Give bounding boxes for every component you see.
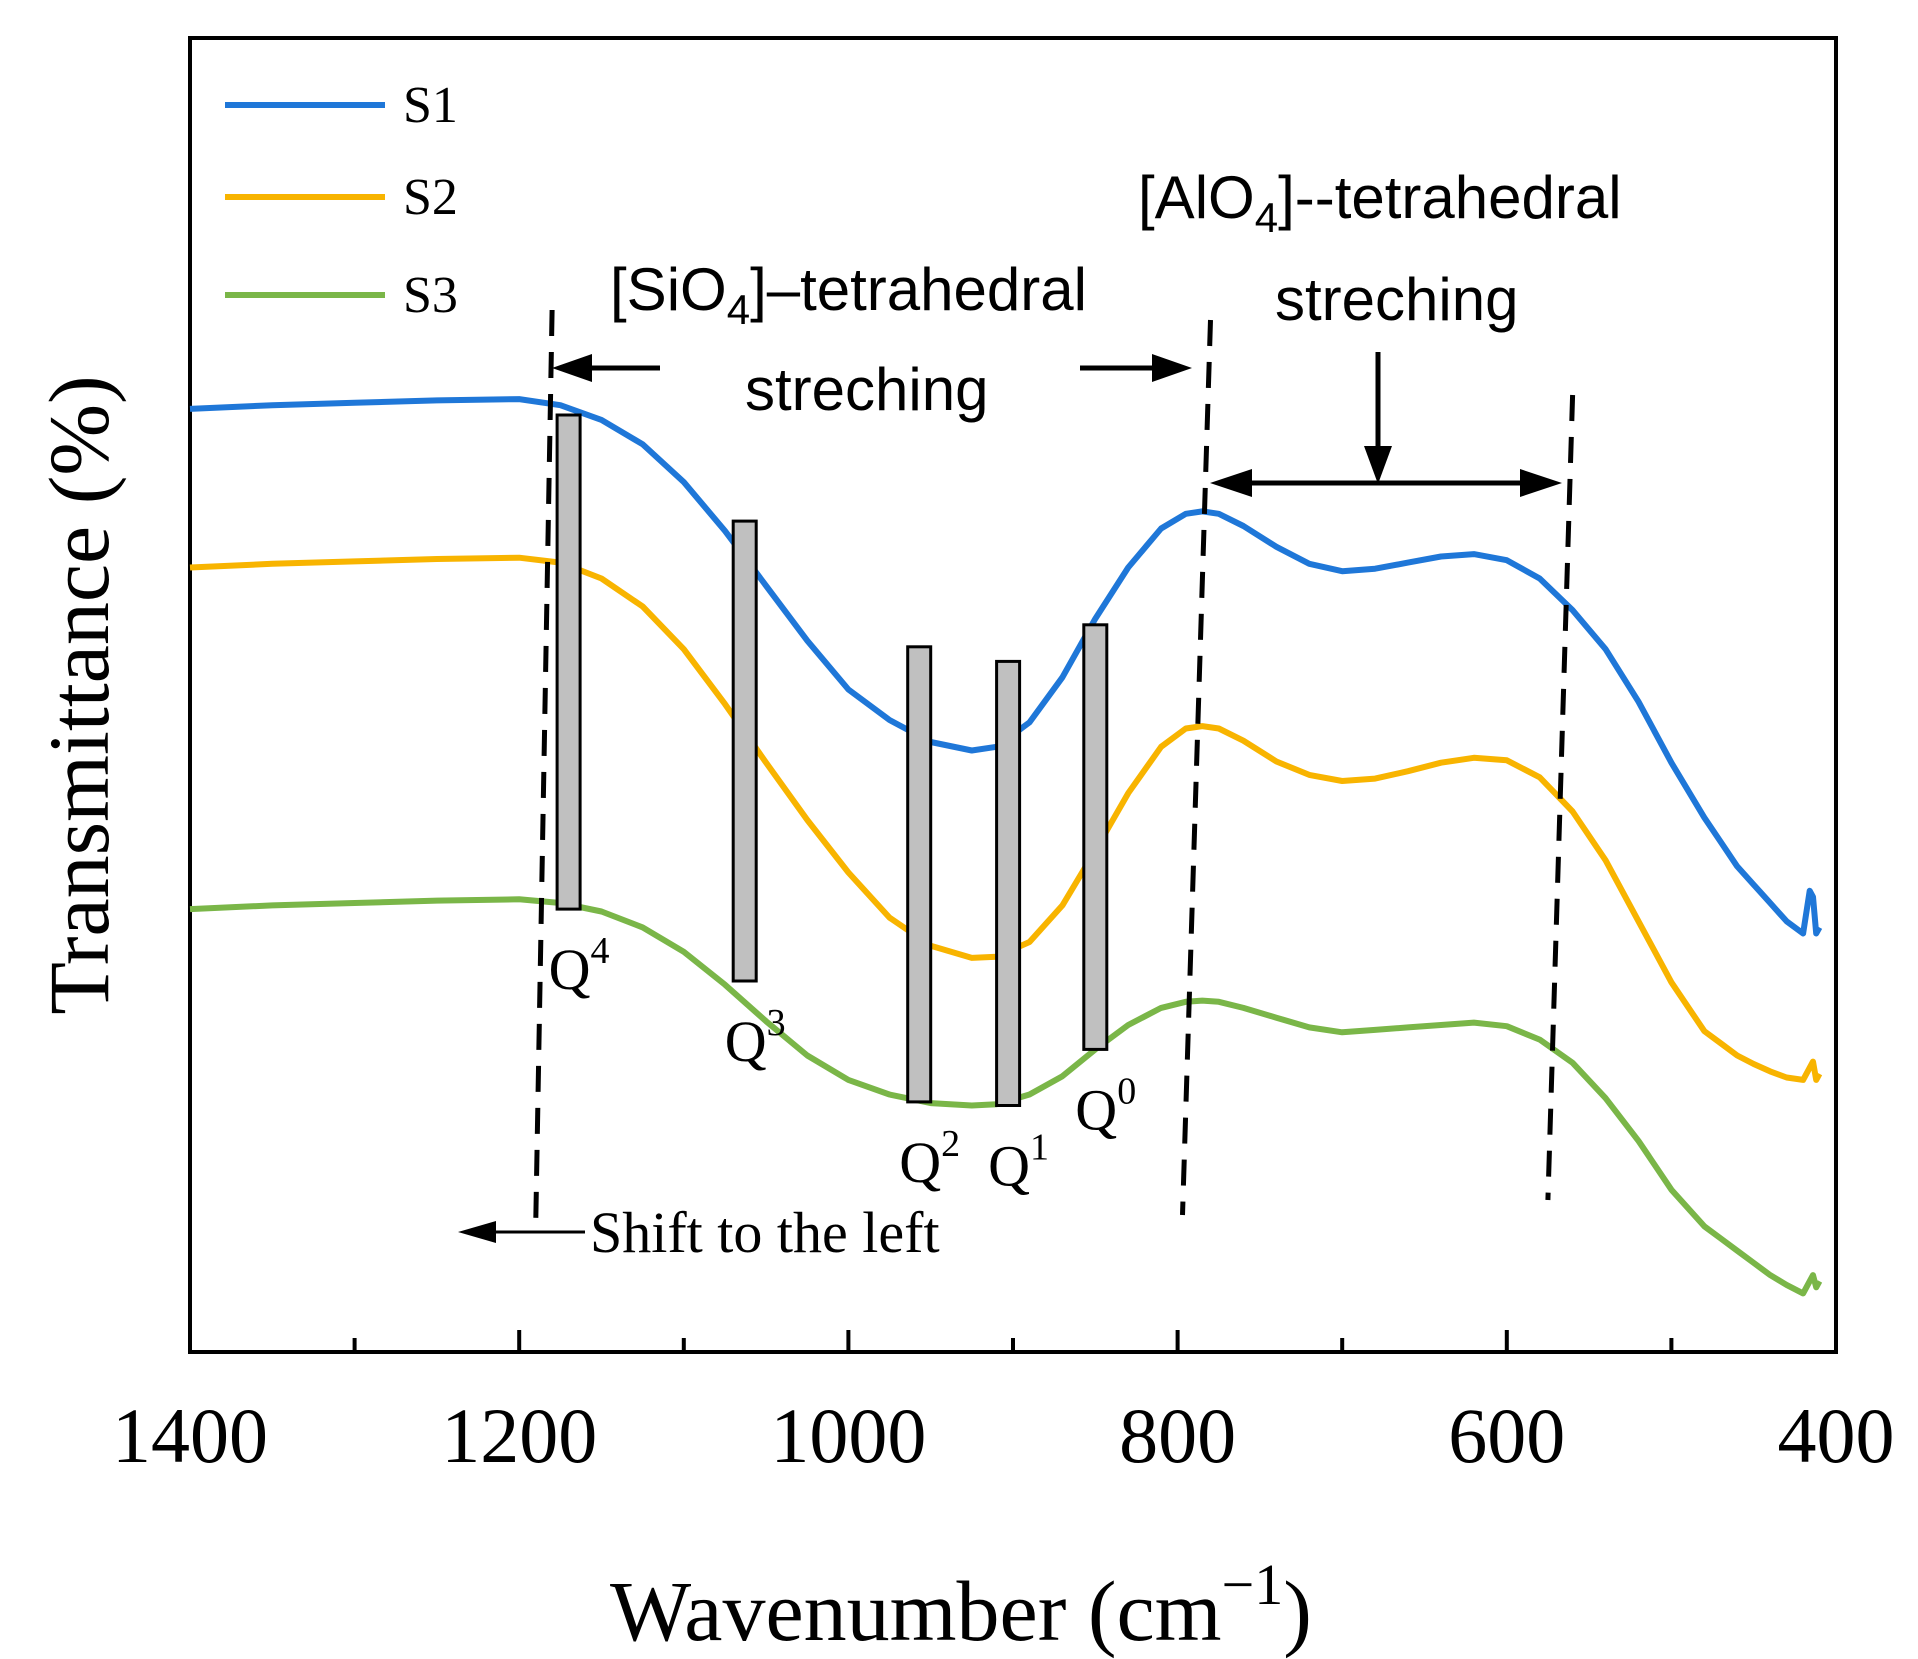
sio4-annotation: [SiO4]–tetrahedral streching xyxy=(552,256,1192,423)
dashed-line-2 xyxy=(1180,319,1213,1216)
sio4-label-line2: streching xyxy=(745,356,988,423)
legend-label-s1: S1 xyxy=(403,77,458,134)
q-bar-0 xyxy=(1082,623,1109,1051)
shift-annotation: Shift to the left xyxy=(458,1200,940,1265)
sio4-arrowhead-left xyxy=(552,354,592,382)
q-label-2: Q2 xyxy=(899,1123,960,1195)
series-line-s3 xyxy=(189,896,1823,1297)
sio4-arrowhead-right xyxy=(1152,354,1192,382)
dashed-line-1 xyxy=(533,309,555,1226)
x-tick-label-1000: 1000 xyxy=(770,1392,926,1479)
series-line-s1 xyxy=(189,396,1823,937)
dashed-line-3 xyxy=(1545,394,1576,1201)
legend-label-s3: S3 xyxy=(403,267,458,324)
q-label-4: Q4 xyxy=(549,930,610,1002)
x-ticks-layer: 1400 1200 1000 800 600 400 xyxy=(112,1330,1895,1479)
dashed-lines-layer xyxy=(533,309,1576,1226)
q-bars-layer xyxy=(555,413,1109,1108)
q-bar-4 xyxy=(555,413,582,911)
y-axis-label: Transmittance (%) xyxy=(31,375,127,1014)
legend: S1 S2 S3 xyxy=(225,77,458,324)
alo4-label-line2: streching xyxy=(1275,266,1518,333)
sio4-label: [SiO4]–tetrahedral xyxy=(610,256,1087,333)
q-label-0: Q0 xyxy=(1075,1070,1136,1142)
shift-label: Shift to the left xyxy=(590,1200,940,1265)
q-bar-1 xyxy=(995,659,1022,1108)
alo4-arrowhead-right xyxy=(1520,469,1562,497)
q-labels-layer: Q4 Q3 Q2 Q1 Q0 xyxy=(549,930,1137,1198)
alo4-arrowhead-left xyxy=(1210,469,1252,497)
alo4-down-arrowhead xyxy=(1364,446,1392,484)
q-label-1: Q1 xyxy=(988,1127,1049,1199)
legend-label-s2: S2 xyxy=(403,169,458,226)
q-label-3: Q3 xyxy=(725,1002,786,1074)
x-axis-label: Wavenumber (cm−1) xyxy=(610,1552,1312,1659)
series-line-s2 xyxy=(189,554,1823,1083)
alo4-label: [AlO4]--tetrahedral xyxy=(1138,164,1622,241)
x-tick-label-800: 800 xyxy=(1119,1392,1236,1479)
x-tick-label-1200: 1200 xyxy=(441,1392,597,1479)
x-tick-label-1400: 1400 xyxy=(112,1392,268,1479)
x-tick-label-400: 400 xyxy=(1778,1392,1895,1479)
shift-arrowhead xyxy=(458,1221,496,1243)
q-bar-2 xyxy=(906,645,933,1104)
series-layer xyxy=(189,396,1823,1297)
alo4-annotation: [AlO4]--tetrahedral streching xyxy=(1138,164,1622,497)
q-bar-3 xyxy=(731,519,758,983)
x-tick-label-600: 600 xyxy=(1448,1392,1565,1479)
